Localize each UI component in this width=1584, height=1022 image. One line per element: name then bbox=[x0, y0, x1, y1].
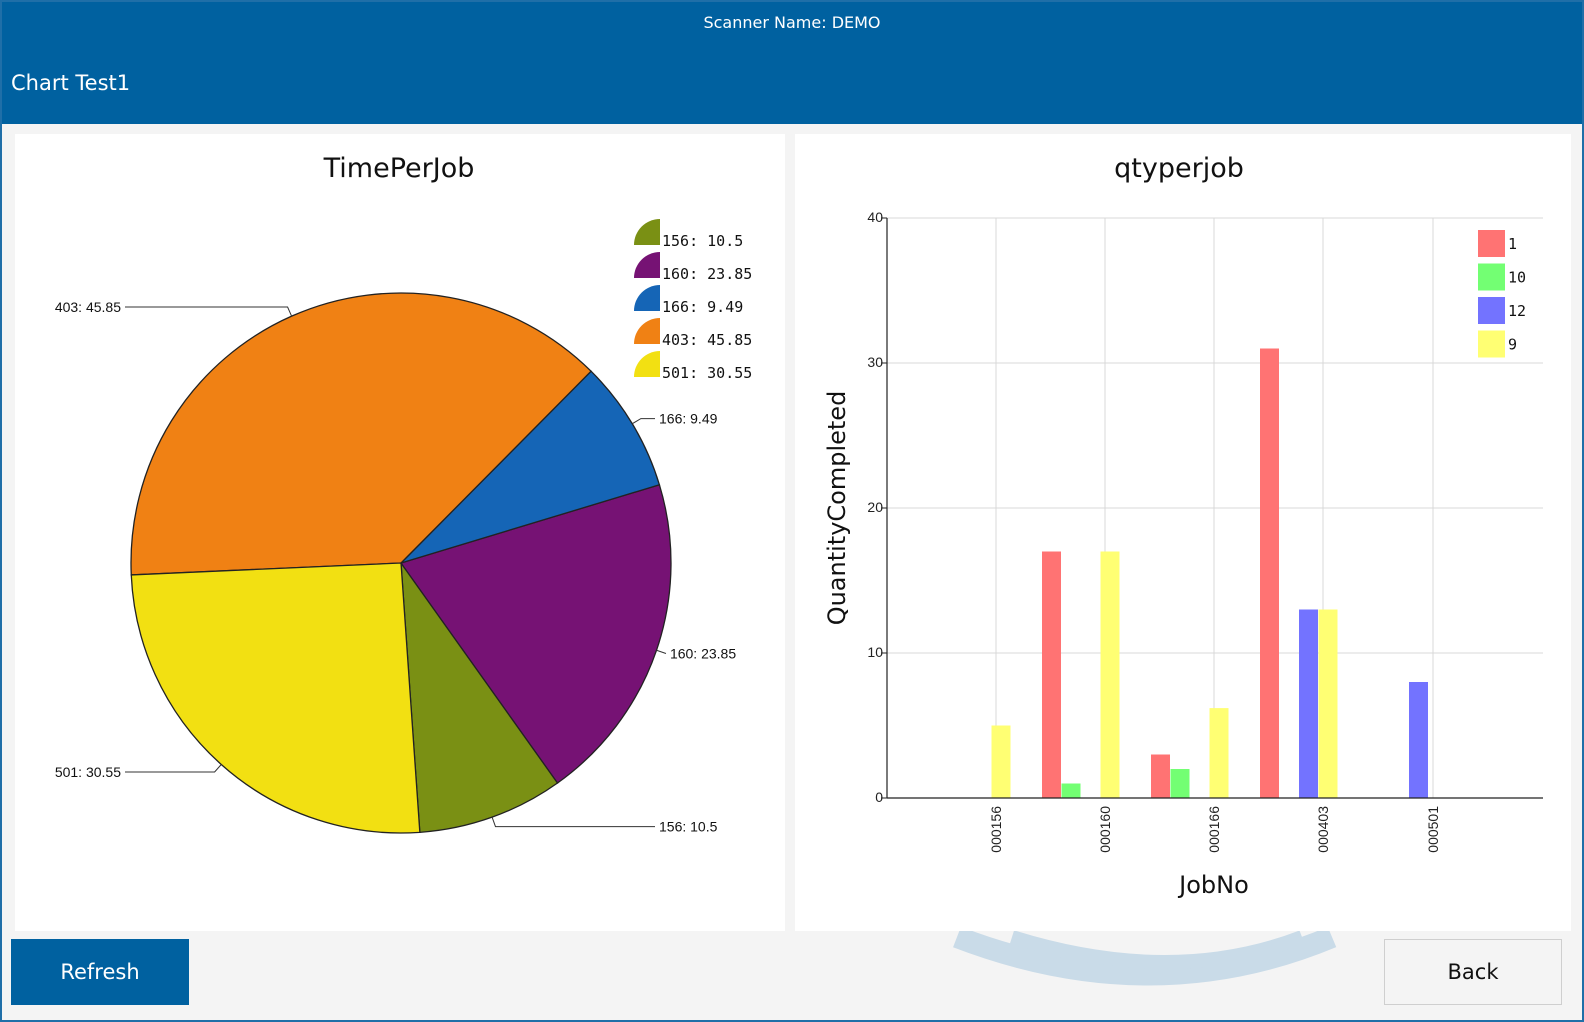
bar-x-tick-label-000501: 000501 bbox=[1425, 806, 1441, 853]
bar-y-tick-label-10: 10 bbox=[867, 644, 883, 660]
bar-000160-series-9 bbox=[1100, 551, 1120, 798]
bar-chart-panel: qtyperjob 0 10 20 30 40 000156 000160 000166 000… bbox=[795, 134, 1571, 931]
bar-x-tick-label-000166: 000166 bbox=[1206, 806, 1222, 853]
bar-x-tick-label-000156: 000156 bbox=[988, 806, 1004, 853]
header-bar: Scanner Name: DEMO Chart Test1 bbox=[2, 2, 1582, 124]
bar-000160-series-10 bbox=[1061, 783, 1081, 798]
pie-callout-line-160 bbox=[656, 649, 667, 654]
pie-slice-156 bbox=[400, 560, 559, 834]
pie-callout-label-156: 156: 10.5 bbox=[659, 819, 718, 835]
pie-legend-swatch-403 bbox=[634, 318, 660, 344]
screen-title: Chart Test1 bbox=[11, 71, 131, 95]
back-button[interactable]: Back bbox=[1384, 939, 1562, 1005]
pie-legend-swatch-166 bbox=[634, 285, 660, 311]
bar-legend-label-1: 1 bbox=[1508, 235, 1517, 253]
bar-chart-title: qtyperjob bbox=[1114, 153, 1244, 184]
pie-callout-line-403 bbox=[125, 306, 293, 317]
pie-legend-swatch-156 bbox=[634, 219, 660, 245]
bar-legend-label-12: 12 bbox=[1508, 302, 1526, 320]
bar-legend-swatch-1 bbox=[1478, 230, 1505, 257]
pie-legend-label-501: 501: 30.55 bbox=[662, 364, 752, 382]
pie-callout-label-160: 160: 23.85 bbox=[670, 646, 736, 662]
bar-000160-series-1 bbox=[1042, 551, 1061, 798]
pie-slice-403 bbox=[130, 292, 592, 576]
pie-legend-swatch-160 bbox=[634, 252, 660, 278]
pie-legend-swatch-501 bbox=[634, 351, 660, 377]
pie-callout-label-501: 501: 30.55 bbox=[55, 764, 121, 780]
bar-000403-series-12 bbox=[1299, 609, 1318, 798]
bar-000166-series-10 bbox=[1170, 769, 1190, 798]
bar-chart-x-axis-label: JobNo bbox=[1177, 871, 1249, 899]
bar-chart-y-axis-label: QuantityCompleted bbox=[823, 391, 851, 626]
bar-legend-label-9: 9 bbox=[1508, 336, 1517, 354]
pie-callout-label-403: 403: 45.85 bbox=[55, 299, 121, 315]
scanner-name-label: Scanner Name: DEMO bbox=[703, 13, 881, 32]
pie-chart: TimePerJob 156: 10.5 160: 23.85 166: 9.49 4… bbox=[55, 153, 752, 835]
bar-000166-series-1 bbox=[1151, 754, 1170, 798]
bar-x-tick-label-000403: 000403 bbox=[1315, 806, 1331, 853]
pie-legend-label-156: 156: 10.5 bbox=[662, 232, 743, 250]
bar-legend-swatch-9 bbox=[1478, 330, 1505, 358]
bar-000403-series-1 bbox=[1260, 348, 1279, 798]
pie-chart-panel: TimePerJob 156: 10.5 160: 23.85 166: 9.49 4… bbox=[15, 134, 785, 931]
pie-callout-line-501 bbox=[125, 764, 222, 773]
bar-chart: qtyperjob 0 10 20 30 40 000156 000160 000166 000… bbox=[823, 153, 1543, 899]
bar-y-tick-label-0: 0 bbox=[875, 789, 883, 805]
bar-y-tick-label-40: 40 bbox=[867, 209, 883, 225]
refresh-button[interactable]: Refresh bbox=[11, 939, 189, 1005]
bar-y-tick-label-20: 20 bbox=[867, 499, 883, 515]
bar-legend-swatch-10 bbox=[1478, 263, 1505, 291]
bar-000156-series-9 bbox=[991, 725, 1011, 798]
pie-callout-line-166 bbox=[632, 418, 655, 425]
pie-callout-label-166: 166: 9.49 bbox=[659, 411, 718, 427]
pie-chart-title: TimePerJob bbox=[323, 153, 475, 184]
pie-legend-label-166: 166: 9.49 bbox=[662, 298, 743, 316]
bar-x-tick-label-000160: 000160 bbox=[1097, 806, 1113, 853]
pie-slice-160 bbox=[399, 483, 672, 784]
bar-legend-label-10: 10 bbox=[1508, 269, 1526, 287]
bar-000166-series-9 bbox=[1209, 708, 1229, 798]
pie-legend-label-160: 160: 23.85 bbox=[662, 265, 752, 283]
bar-000403-series-9 bbox=[1318, 609, 1338, 798]
bar-legend-swatch-12 bbox=[1478, 297, 1505, 324]
pie-callout-line-156 bbox=[491, 816, 655, 828]
pie-legend-label-403: 403: 45.85 bbox=[662, 331, 752, 349]
bar-y-tick-label-30: 30 bbox=[867, 354, 883, 370]
pie-slice-501 bbox=[130, 562, 421, 834]
bar-000501-series-12 bbox=[1409, 682, 1428, 798]
